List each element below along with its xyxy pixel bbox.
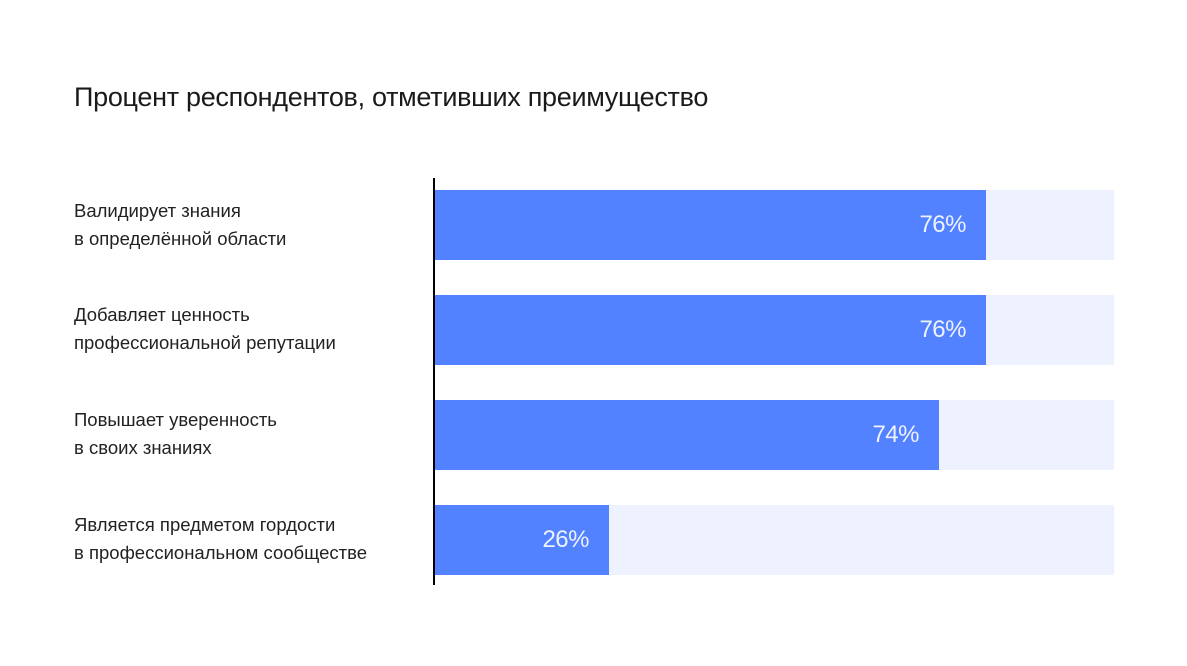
bar-value-label: 74% <box>872 421 919 448</box>
row-label-line2: профессиональной репутации <box>74 332 336 353</box>
bar-value-label: 76% <box>919 316 966 343</box>
bar-fill: 26% <box>435 505 609 575</box>
row-label: Добавляет ценность профессиональной репу… <box>74 301 336 357</box>
row-label: Повышает уверенность в своих знаниях <box>74 406 277 462</box>
row-label-line1: Является предметом гордости <box>74 514 336 535</box>
bar-track: 26% <box>435 505 1114 575</box>
row-label-line1: Повышает уверенность <box>74 409 277 430</box>
bar-fill: 76% <box>435 190 986 260</box>
y-axis-line <box>433 178 435 585</box>
row-label-line2: в определённой области <box>74 228 287 249</box>
row-label-line1: Добавляет ценность <box>74 304 250 325</box>
row-label-line1: Валидирует знания <box>74 200 241 221</box>
bar-track: 76% <box>435 190 1114 260</box>
bar-value-label: 76% <box>919 211 966 238</box>
bar-fill: 76% <box>435 295 986 365</box>
bar-fill: 74% <box>435 400 939 470</box>
row-label: Валидирует знания в определённой области <box>74 197 286 253</box>
row-label: Является предметом гордости в профессион… <box>74 511 367 567</box>
chart-title: Процент респондентов, отметивших преимущ… <box>74 82 709 112</box>
bar-track: 76% <box>435 295 1114 365</box>
row-label-line2: в профессиональном сообществе <box>74 542 368 563</box>
bar-value-label: 26% <box>542 526 589 553</box>
row-label-line2: в своих знаниях <box>74 437 212 458</box>
bar-track: 74% <box>435 400 1114 470</box>
